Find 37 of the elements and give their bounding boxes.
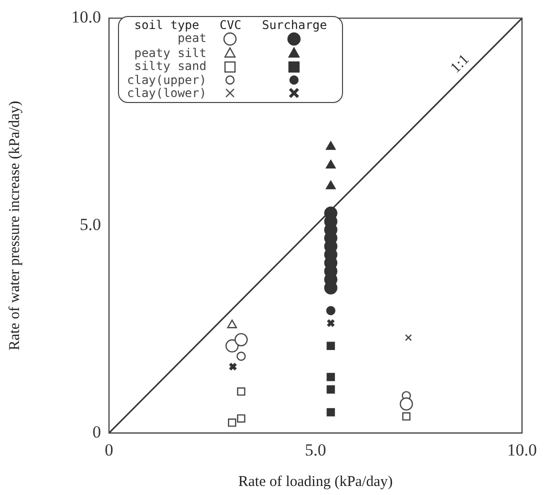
- text: 1:1: [448, 52, 473, 76]
- x-tick-label: 5.0: [304, 440, 326, 460]
- annotation: CVC: [218, 18, 242, 32]
- point: [326, 408, 335, 416]
- x-axis-title: Rate of loading (kPa/day): [238, 474, 393, 490]
- point: [326, 141, 336, 150]
- legend-title: soil type: [133, 18, 200, 32]
- point: [326, 342, 335, 350]
- legend-label: peat: [178, 31, 206, 46]
- point: [234, 333, 248, 346]
- point: [326, 306, 336, 316]
- point: [326, 160, 336, 169]
- y-tick-label: 5.0: [80, 215, 101, 234]
- legend-label: silty sand: [133, 59, 206, 74]
- point: [236, 352, 246, 361]
- point: [237, 387, 246, 396]
- point: [227, 320, 238, 328]
- legend-label: clay(lower): [127, 86, 206, 100]
- point: [326, 318, 336, 328]
- point: [228, 418, 236, 427]
- y-axis-title: Rate of water pressure increase (kPa/day): [6, 100, 23, 350]
- x-tick-label: 10.0: [507, 440, 537, 460]
- annotation: Surcharge: [260, 18, 328, 32]
- point: [225, 339, 239, 352]
- point: [326, 372, 335, 382]
- point: [402, 412, 410, 421]
- x-tick-label: 0: [104, 440, 114, 460]
- point: [228, 362, 238, 371]
- legend-label: peaty silt: [133, 46, 206, 60]
- y-tick-label: 10.0: [71, 8, 101, 27]
- legend-label: clay(upper): [127, 72, 206, 86]
- point: [404, 334, 412, 342]
- y-tick-label: 0: [92, 422, 101, 442]
- point: [326, 385, 335, 394]
- point: [237, 414, 246, 423]
- point: [326, 180, 336, 190]
- point: [400, 397, 413, 411]
